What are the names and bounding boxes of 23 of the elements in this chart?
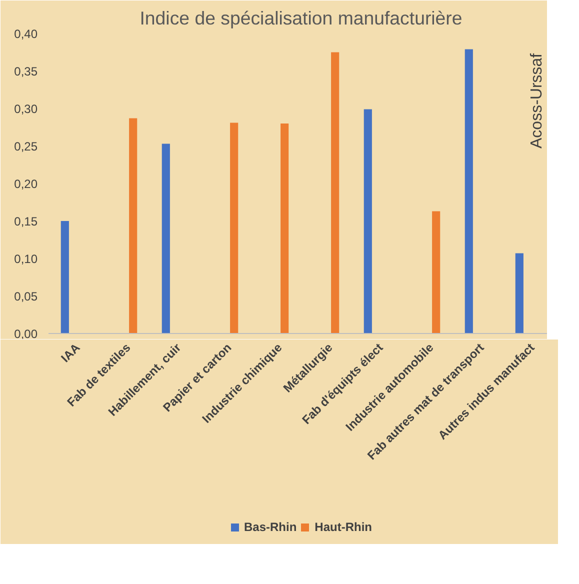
- y-tick-label: 0,25: [14, 140, 38, 154]
- bar: [364, 109, 372, 334]
- y-tick-label: 0,40: [14, 27, 38, 41]
- y-tick-label: 0,35: [14, 64, 38, 78]
- bar: [230, 122, 238, 334]
- bar: [60, 221, 69, 334]
- bar: [280, 124, 289, 334]
- y-tick-label: 0,15: [14, 214, 38, 228]
- bar: [515, 253, 524, 334]
- y-tick-label: 0,20: [14, 177, 38, 191]
- chart-title: Indice de spécialisation manufacturière: [140, 8, 462, 28]
- bar: [432, 211, 440, 334]
- bar: [464, 49, 473, 334]
- y-tick-label: 0,10: [14, 252, 38, 266]
- bar: [331, 52, 340, 334]
- x-tick-label: IAA: [58, 340, 83, 366]
- legend-label: Bas-Rhin: [244, 520, 297, 534]
- bar: [129, 118, 138, 334]
- annotation: Acoss-Urssaf: [528, 52, 546, 148]
- legend-label: Haut-Rhin: [314, 520, 372, 534]
- bar: [162, 144, 170, 334]
- y-tick-label: 0,05: [14, 290, 38, 304]
- y-tick-label: 0,30: [14, 102, 38, 116]
